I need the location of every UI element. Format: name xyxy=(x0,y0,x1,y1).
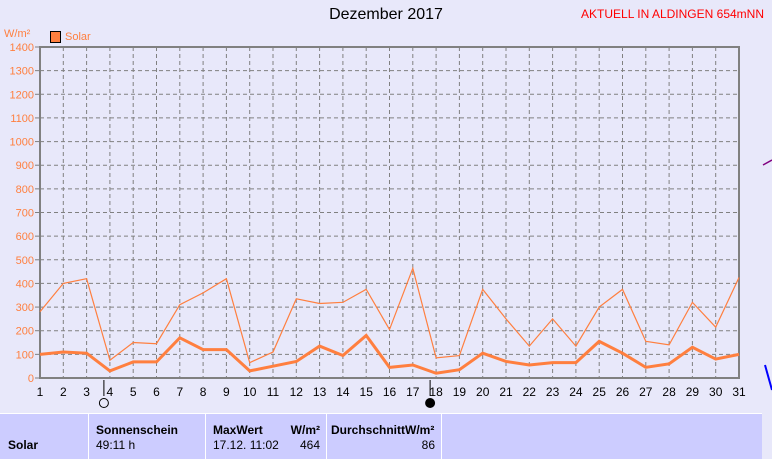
y-tick-label: 400 xyxy=(16,278,34,290)
legend-swatch xyxy=(50,31,61,43)
sunshine-header: Sonnenschein xyxy=(96,423,179,437)
x-tick-label: 7 xyxy=(176,385,183,399)
y-tick-label: 900 xyxy=(16,160,34,172)
y-axis-unit: W/m² xyxy=(4,28,31,40)
x-tick-label: 5 xyxy=(130,385,137,399)
x-tick-label: 2 xyxy=(60,385,67,399)
x-tick-label: 24 xyxy=(569,385,583,399)
x-tick-label: 15 xyxy=(360,385,374,399)
y-tick-label: 500 xyxy=(16,255,34,267)
x-tick-label: 18 xyxy=(429,385,443,399)
y-tick-label: 1000 xyxy=(10,137,34,149)
x-tick-label: 21 xyxy=(499,385,513,399)
y-tick-label: 700 xyxy=(16,208,34,220)
x-tick-label: 12 xyxy=(290,385,304,399)
x-tick-label: 22 xyxy=(523,385,537,399)
y-tick-label: 300 xyxy=(16,302,34,314)
chart: 0 100 200 300 400 500 600 700 800 900 1000 1100 1200… xyxy=(10,42,772,408)
x-tick-label: 9 xyxy=(223,385,230,399)
x-tick-label: 29 xyxy=(686,385,700,399)
sunshine-cell: Sonnenschein 49:11 h xyxy=(88,414,206,459)
x-tick-label: 31 xyxy=(732,385,746,399)
legend: Solar xyxy=(50,31,91,43)
y-tick-label: 1300 xyxy=(10,66,34,78)
max-time: 17.12. 11:02 xyxy=(213,438,279,452)
avg-cell: DurchschnittW/m² 86 xyxy=(327,414,442,459)
x-tick-label: 6 xyxy=(153,385,160,399)
legend-label: Solar xyxy=(65,31,91,43)
max-header: MaxWert xyxy=(213,423,263,437)
x-tick-label: 10 xyxy=(243,385,257,399)
x-tick-label: 25 xyxy=(593,385,607,399)
x-tick-label: 11 xyxy=(267,385,280,399)
x-tick-label: 13 xyxy=(313,385,327,399)
y-tick-label: 1400 xyxy=(10,42,34,54)
y-tick-label: 100 xyxy=(16,349,34,361)
x-tick-label: 14 xyxy=(336,385,350,399)
station-label: AKTUELL IN ALDINGEN 654mNN xyxy=(581,7,764,21)
y-tick-label: 800 xyxy=(16,184,34,196)
sunshine-value: 49:11 h xyxy=(96,438,136,452)
avg-value: 86 xyxy=(421,438,435,452)
x-tick-label: 3 xyxy=(83,385,90,399)
row-label-cell: Solar xyxy=(0,414,89,459)
x-tick-label: 26 xyxy=(616,385,630,399)
summary-panel: Solar Sonnenschein 49:11 h MaxWert W/m² 17.… xyxy=(0,413,762,459)
x-tick-label: 19 xyxy=(453,385,467,399)
series-line-average xyxy=(39,333,740,375)
clipped-line xyxy=(764,364,772,391)
full-moon-icon xyxy=(98,398,109,408)
y-tick-label: 600 xyxy=(16,231,34,243)
y-tick-label: 0 xyxy=(28,373,34,385)
x-tick-label: 17 xyxy=(406,385,420,399)
clipped-line xyxy=(762,159,772,166)
x-tick-label: 27 xyxy=(639,385,653,399)
chart-title: Dezember 2017 xyxy=(329,6,443,23)
x-tick-label: 1 xyxy=(37,385,44,399)
max-cell: MaxWert W/m² 17.12. 11:02 464 xyxy=(206,414,327,459)
x-tick-label: 30 xyxy=(709,385,723,399)
x-tick-label: 8 xyxy=(200,385,207,399)
x-tick-label: 4 xyxy=(107,385,114,399)
new-moon-icon xyxy=(425,398,436,408)
x-tick-label: 28 xyxy=(662,385,676,399)
row-label: Solar xyxy=(8,438,39,452)
x-tick-label: 23 xyxy=(546,385,560,399)
y-tick-label: 1100 xyxy=(10,113,34,125)
x-tick-label: 16 xyxy=(383,385,397,399)
series-line-max xyxy=(39,266,740,364)
avg-header: DurchschnittW/m² xyxy=(331,423,435,437)
y-tick-label: 200 xyxy=(16,326,34,338)
y-tick-label: 1200 xyxy=(10,89,34,101)
plot-frame xyxy=(39,46,740,379)
max-unit: W/m² xyxy=(290,423,320,437)
x-tick-label: 20 xyxy=(476,385,490,399)
max-value: 464 xyxy=(299,438,320,452)
